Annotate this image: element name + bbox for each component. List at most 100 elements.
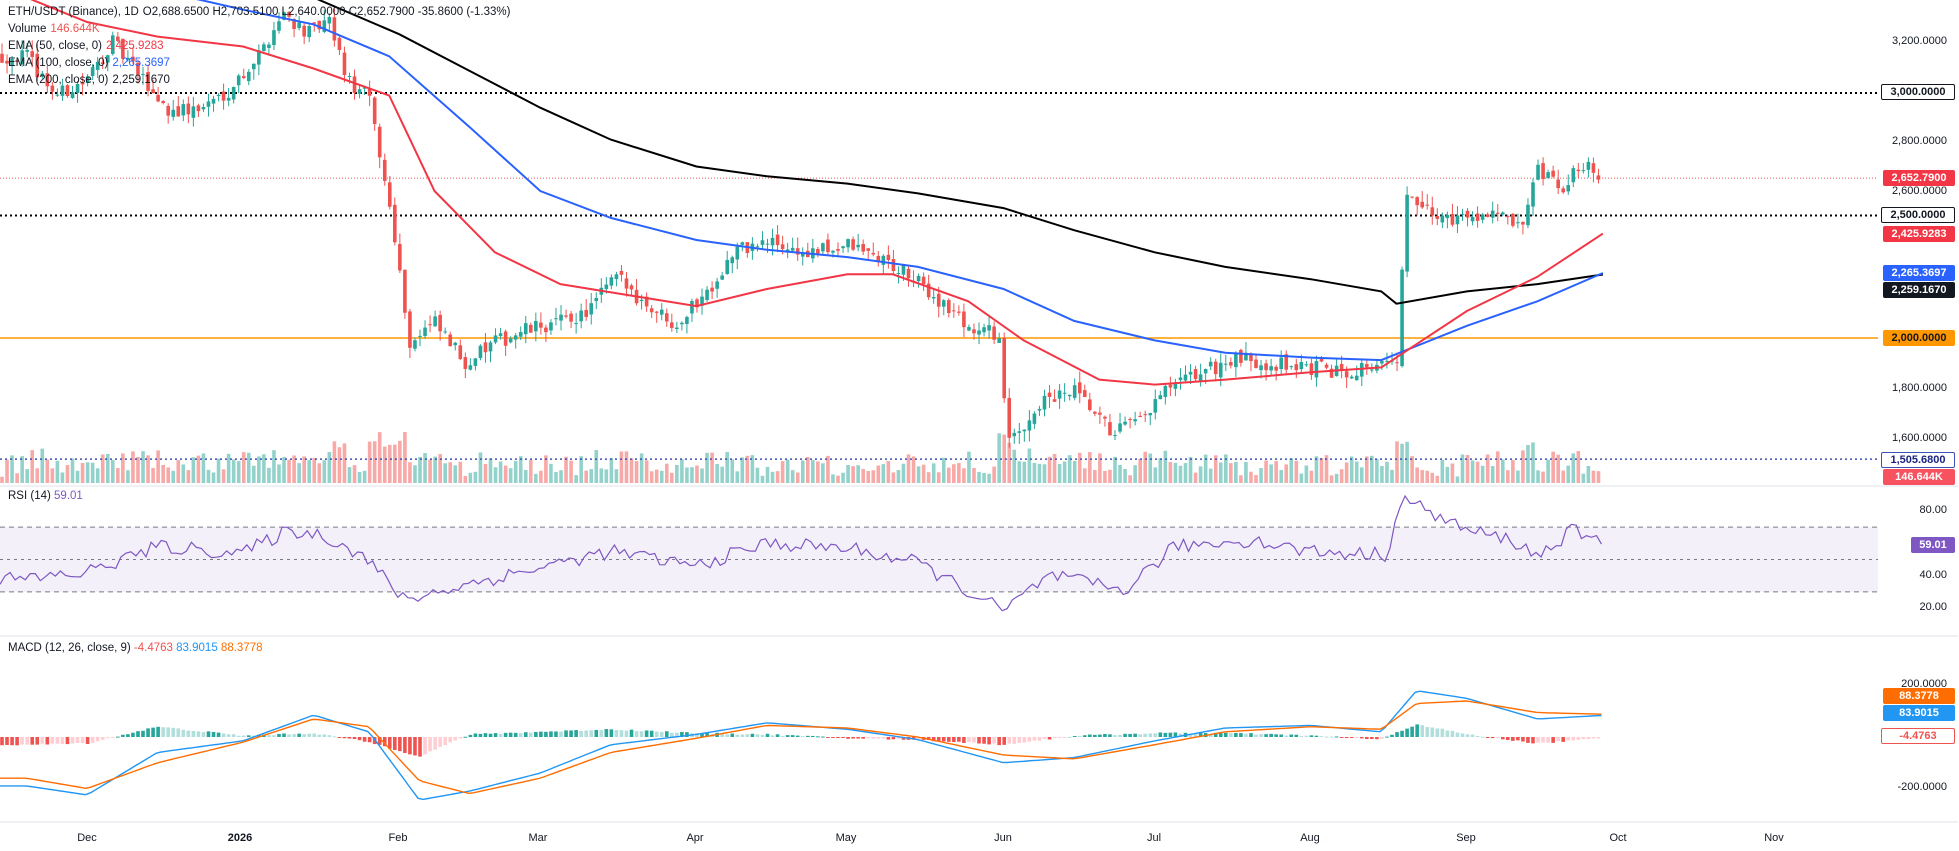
volume-bar [302, 456, 306, 483]
volume-bars [0, 431, 1601, 483]
macd-histogram-bar [1410, 726, 1414, 737]
rsi-value-tag: 59.01 [1911, 537, 1955, 553]
candle-body [1485, 214, 1490, 217]
macd-histogram-bar [498, 733, 503, 737]
candle-body [382, 159, 387, 181]
macd-pane [0, 690, 1602, 801]
macd-histogram-bar [1430, 727, 1435, 737]
volume-bar [1455, 476, 1460, 483]
candle-body [65, 85, 70, 97]
ema100-legend-label[interactable]: EMA (100, close, 0) [8, 57, 109, 69]
macd-histogram-bar [1556, 737, 1560, 742]
macd-histogram-bar [1470, 734, 1475, 737]
ema50-legend-label[interactable]: EMA (50, close, 0) [8, 40, 102, 52]
volume-bar [478, 452, 483, 483]
macd-histogram-bar [438, 737, 442, 747]
ema200-legend-label[interactable]: EMA (200, close, 0) [8, 74, 109, 86]
candle-body [438, 314, 442, 332]
candle-body [1269, 366, 1273, 371]
volume-bar [161, 464, 165, 483]
price-tick-1600: 1,600.0000 [1891, 432, 1947, 444]
candle-body [1344, 371, 1349, 378]
macd-histogram-bar [1314, 735, 1319, 737]
macd-histogram-bar [408, 737, 412, 755]
macd-histogram-bar [1103, 733, 1107, 737]
macd-histogram-bar [1168, 732, 1173, 737]
candle-body [947, 300, 951, 313]
volume-bar [559, 470, 563, 483]
macd-histogram-bar [750, 733, 755, 737]
macd-histogram-bar [967, 737, 971, 743]
macd-histogram-bar [307, 733, 312, 737]
volume-bar [121, 453, 125, 483]
candle-body [408, 311, 412, 348]
candle-body [972, 329, 976, 334]
volume-bar [896, 470, 901, 483]
macd-histogram-bar [1113, 735, 1117, 737]
candle-body [826, 239, 830, 253]
macd-histogram-bar [1289, 734, 1294, 737]
pane-separators [0, 485, 1958, 823]
candle-body [327, 16, 332, 24]
volume-bar [649, 471, 654, 483]
macd-histogram-bar [483, 733, 488, 737]
volume-bar [433, 456, 437, 483]
volume-bar [1526, 444, 1530, 483]
candle-body [1415, 197, 1419, 206]
candle-body [443, 331, 447, 333]
macd-histogram-bar [25, 737, 29, 745]
macd-histogram-bar [644, 730, 649, 737]
volume-bar [805, 457, 810, 483]
volume-bar [1183, 463, 1188, 483]
volume-bar [387, 444, 392, 483]
candle-body [1556, 179, 1560, 189]
macd-histogram-bar [685, 732, 689, 737]
volume-bar [1536, 470, 1540, 483]
macd-histogram-bar [1385, 736, 1389, 738]
volume-bar [1390, 469, 1394, 483]
candle-body [1067, 394, 1072, 397]
macd-histogram-bar [790, 735, 795, 737]
macd-histogram-bar [1249, 733, 1253, 737]
candle-body [901, 265, 906, 275]
volume-bar [1380, 465, 1384, 483]
rsi-title[interactable]: RSI (14) [8, 490, 51, 502]
volume-bar [1218, 462, 1223, 483]
macd-histogram-bar [1435, 728, 1440, 737]
macd-histogram-bar [332, 736, 337, 738]
candle-body [35, 53, 40, 78]
candle-body [322, 20, 327, 32]
macd-histogram-bar [760, 734, 765, 737]
macd-histogram-bar [1571, 737, 1576, 741]
macd-histogram-bar [785, 735, 790, 737]
volume-bar [257, 456, 261, 483]
volume-bar [836, 475, 840, 483]
candle-body [1113, 435, 1117, 437]
symbol-title[interactable]: ETH/USDT (Binance), 1D [8, 6, 139, 18]
candle-body [307, 25, 312, 38]
macd-title[interactable]: MACD (12, 26, close, 9) [8, 642, 131, 654]
candle-body [317, 20, 322, 30]
macd-legend: MACD (12, 26, close, 9) -4.4763 83.9015 … [8, 642, 263, 654]
macd-histogram-bar [947, 737, 951, 742]
volume-bar [131, 451, 135, 483]
volume-bar [1173, 462, 1178, 483]
macd-histogram-bar [1274, 734, 1278, 737]
macd-histogram-bar [30, 737, 35, 745]
ohlc-values: O2,688.6500 H2,703.5100 L2,640.0000 C2,6… [142, 6, 511, 18]
candle-body [1153, 399, 1158, 413]
macd-histogram-bar [156, 726, 160, 737]
candle-body [1284, 354, 1289, 370]
volume-legend-label[interactable]: Volume [8, 23, 47, 35]
macd-histogram-bar [700, 733, 704, 737]
volume-bar [816, 461, 820, 483]
macd-histogram-bar [65, 737, 70, 745]
volume-bar [569, 460, 573, 483]
volume-bar [1294, 460, 1299, 483]
volume-bar [659, 470, 664, 483]
macd-histogram-bar [100, 737, 105, 740]
candle-body [1521, 221, 1525, 225]
volume-bar [453, 465, 458, 483]
macd-histogram-bar [503, 732, 508, 737]
